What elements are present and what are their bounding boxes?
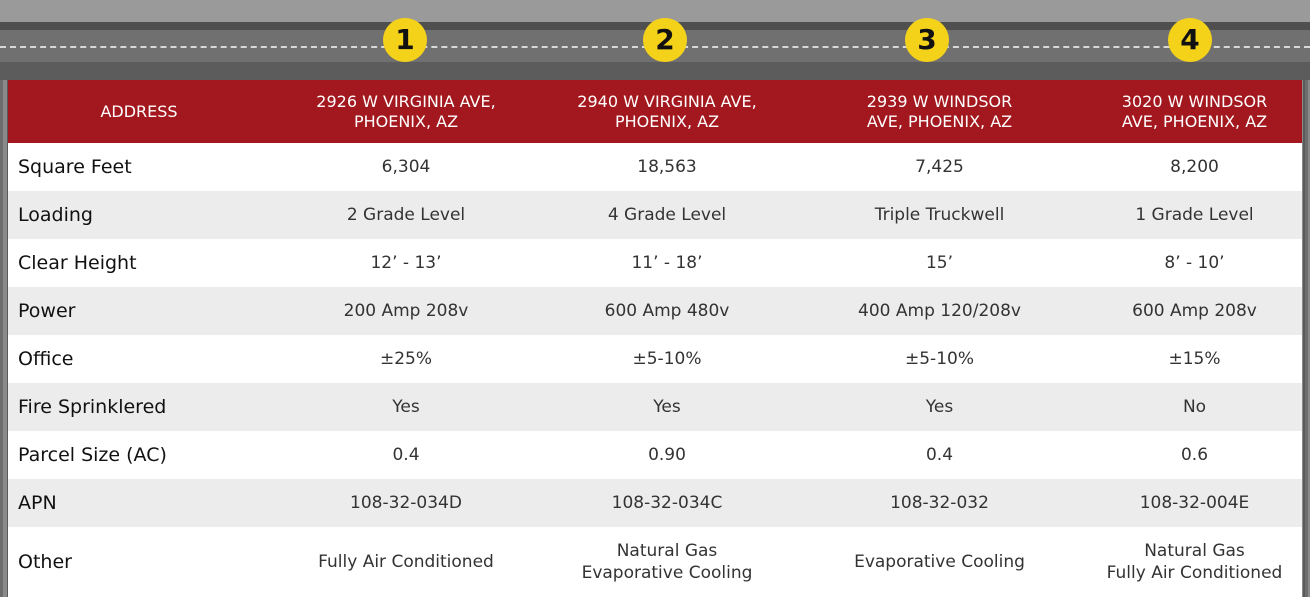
table-cell: 0.6 <box>1087 431 1302 479</box>
table-cell: ±5-10% <box>542 335 792 383</box>
table-cell: 200 Amp 208v <box>270 287 542 335</box>
table-cell: 12’ - 13’ <box>270 239 542 287</box>
cell-line: Evaporative Cooling <box>542 562 792 584</box>
header-cell: 2926 W VIRGINIA AVE,PHOENIX, AZ <box>270 80 542 143</box>
table-cell: 0.4 <box>270 431 542 479</box>
table-cell: Evaporative Cooling <box>792 527 1087 597</box>
table-cell: 108-32-034D <box>270 479 542 527</box>
table-cell: ±15% <box>1087 335 1302 383</box>
number-marker: 3 <box>905 18 949 62</box>
row-label: Loading <box>8 191 270 239</box>
table-cell: 108-32-034C <box>542 479 792 527</box>
row-label: Square Feet <box>8 143 270 191</box>
cell-line: PHOENIX, AZ <box>542 112 792 132</box>
number-marker: 2 <box>643 18 687 62</box>
cell-line: 2940 W VIRGINIA AVE, <box>542 92 792 112</box>
table-cell: 6,304 <box>270 143 542 191</box>
cell-line: Fully Air Conditioned <box>1087 562 1302 584</box>
table-cell: 18,563 <box>542 143 792 191</box>
table-cell: 8’ - 10’ <box>1087 239 1302 287</box>
table-cell: 400 Amp 120/208v <box>792 287 1087 335</box>
row-label: Office <box>8 335 270 383</box>
table-cell: Yes <box>792 383 1087 431</box>
header-cell: 2940 W VIRGINIA AVE,PHOENIX, AZ <box>542 80 792 143</box>
row-label: Power <box>8 287 270 335</box>
cell-line: 2926 W VIRGINIA AVE, <box>270 92 542 112</box>
number-marker: 1 <box>383 18 427 62</box>
row-label: APN <box>8 479 270 527</box>
cell-line: AVE, PHOENIX, AZ <box>1087 112 1302 132</box>
table-cell: Yes <box>270 383 542 431</box>
cell-line: Natural Gas <box>1087 540 1302 562</box>
table-cell: No <box>1087 383 1302 431</box>
table-cell: 8,200 <box>1087 143 1302 191</box>
table-cell: 1 Grade Level <box>1087 191 1302 239</box>
table-cell: Triple Truckwell <box>792 191 1087 239</box>
table-cell: ±25% <box>270 335 542 383</box>
cell-line: 3020 W WINDSOR <box>1087 92 1302 112</box>
row-label: Other <box>8 527 270 597</box>
table-cell: 11’ - 18’ <box>542 239 792 287</box>
table-cell: 0.4 <box>792 431 1087 479</box>
table-cell: 4 Grade Level <box>542 191 792 239</box>
table-cell: 600 Amp 480v <box>542 287 792 335</box>
cell-line: PHOENIX, AZ <box>270 112 542 132</box>
table-row: Office±25%±5-10%±5-10%±15% <box>8 335 1302 383</box>
table-cell: 15’ <box>792 239 1087 287</box>
table-cell: 0.90 <box>542 431 792 479</box>
number-marker: 4 <box>1168 18 1212 62</box>
table-cell: 2 Grade Level <box>270 191 542 239</box>
table-cell: Fully Air Conditioned <box>270 527 542 597</box>
page: ADDRESS2926 W VIRGINIA AVE,PHOENIX, AZ29… <box>0 0 1310 597</box>
table-cell: 7,425 <box>792 143 1087 191</box>
table-cell: Yes <box>542 383 792 431</box>
cell-line: Natural Gas <box>542 540 792 562</box>
row-label: Fire Sprinklered <box>8 383 270 431</box>
cell-line: AVE, PHOENIX, AZ <box>792 112 1087 132</box>
cell-line: 2939 W WINDSOR <box>792 92 1087 112</box>
row-label: Parcel Size (AC) <box>8 431 270 479</box>
table-cell: 600 Amp 208v <box>1087 287 1302 335</box>
table-cell: ±5-10% <box>792 335 1087 383</box>
table-cell: 108-32-032 <box>792 479 1087 527</box>
header-cell: ADDRESS <box>8 80 270 143</box>
table-cell: 108-32-004E <box>1087 479 1302 527</box>
row-label: Clear Height <box>8 239 270 287</box>
